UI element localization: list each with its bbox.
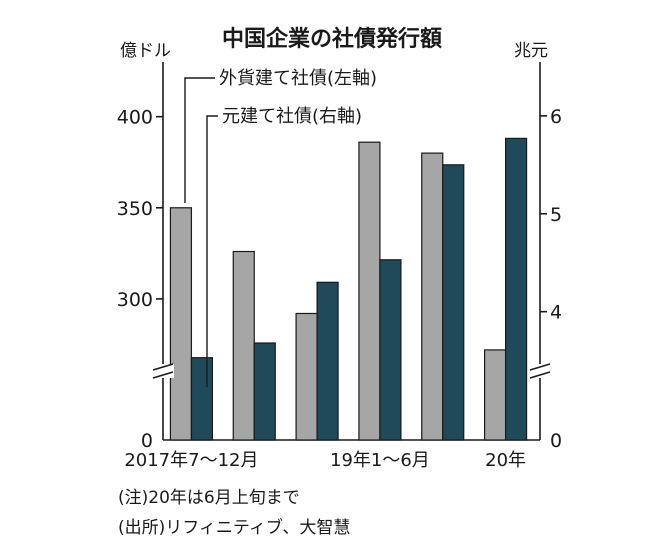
bar-cny-0 bbox=[190, 357, 214, 441]
bar-fx-1 bbox=[232, 250, 255, 441]
bar-cny-2 bbox=[316, 281, 339, 441]
category-label: 19年1～6月 bbox=[330, 450, 430, 471]
bar-fx-4 bbox=[421, 152, 444, 441]
left-axis-break bbox=[152, 363, 174, 379]
legend-label-cny: 元建て社債(右軸) bbox=[222, 106, 362, 127]
right-tick-label: 5 bbox=[550, 204, 562, 226]
left-tick-label: 400 bbox=[117, 107, 153, 129]
left-tick-label: 300 bbox=[117, 289, 153, 311]
right-axis-break bbox=[529, 363, 551, 379]
right-tick-label: 4 bbox=[550, 302, 562, 324]
bar-cny-3 bbox=[379, 259, 402, 441]
left-axis-unit: 億ドル bbox=[120, 41, 171, 61]
category-label: 20年 bbox=[485, 450, 526, 471]
bar-fx-2 bbox=[295, 312, 318, 441]
chart-title: 中国企業の社債発行額 bbox=[222, 26, 442, 52]
bar-cny-1 bbox=[253, 342, 276, 441]
bar-cny-5 bbox=[504, 137, 528, 441]
legend-label-fx: 外貨建て社債(左軸) bbox=[219, 68, 377, 89]
right-axis-unit: 兆元 bbox=[514, 41, 548, 61]
note-text: (注)20年は6月上旬まで bbox=[118, 488, 300, 508]
legend-leader-fx bbox=[184, 77, 215, 203]
bar-cny-4 bbox=[442, 164, 465, 441]
legend-leader-cny bbox=[206, 115, 218, 387]
source-text: (出所)リフィニティブ、大智慧 bbox=[118, 517, 350, 538]
right-tick-label-zero: 0 bbox=[550, 430, 562, 452]
left-tick-label-zero: 0 bbox=[141, 430, 153, 452]
bar-fx-3 bbox=[358, 141, 381, 441]
left-tick-label: 350 bbox=[117, 198, 153, 220]
category-label: 2017年7～12月 bbox=[124, 450, 258, 471]
right-tick-label: 6 bbox=[550, 106, 562, 128]
bar-fx-5 bbox=[483, 349, 507, 441]
bar-fx-0 bbox=[169, 207, 193, 441]
